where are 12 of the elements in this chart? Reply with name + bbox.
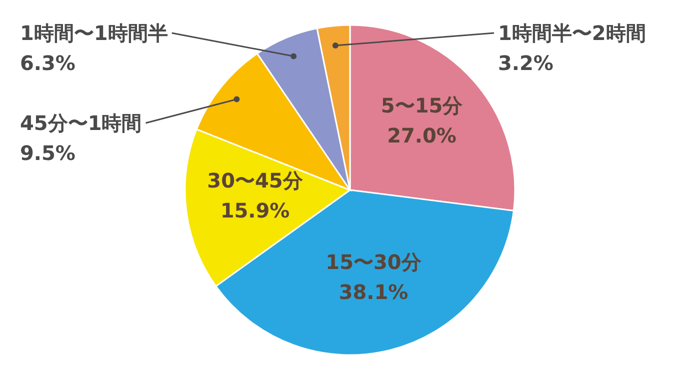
data-label: 6.3% — [20, 51, 76, 75]
slice-label: 1時間半〜2時間 — [498, 21, 646, 45]
slice-label: 45分〜1時間 — [20, 111, 142, 135]
data-label: 38.1% — [338, 280, 408, 304]
data-label: 9.5% — [20, 141, 76, 165]
data-label: 27.0% — [387, 124, 456, 148]
slice-label: 5〜15分 — [380, 94, 464, 118]
data-label: 3.2% — [498, 51, 554, 75]
slice-label: 1時間〜1時間半 — [20, 21, 168, 45]
slice-label: 30〜45分 — [207, 168, 304, 193]
data-label: 15.9% — [220, 198, 290, 223]
slice-label: 15〜30分 — [326, 250, 422, 274]
